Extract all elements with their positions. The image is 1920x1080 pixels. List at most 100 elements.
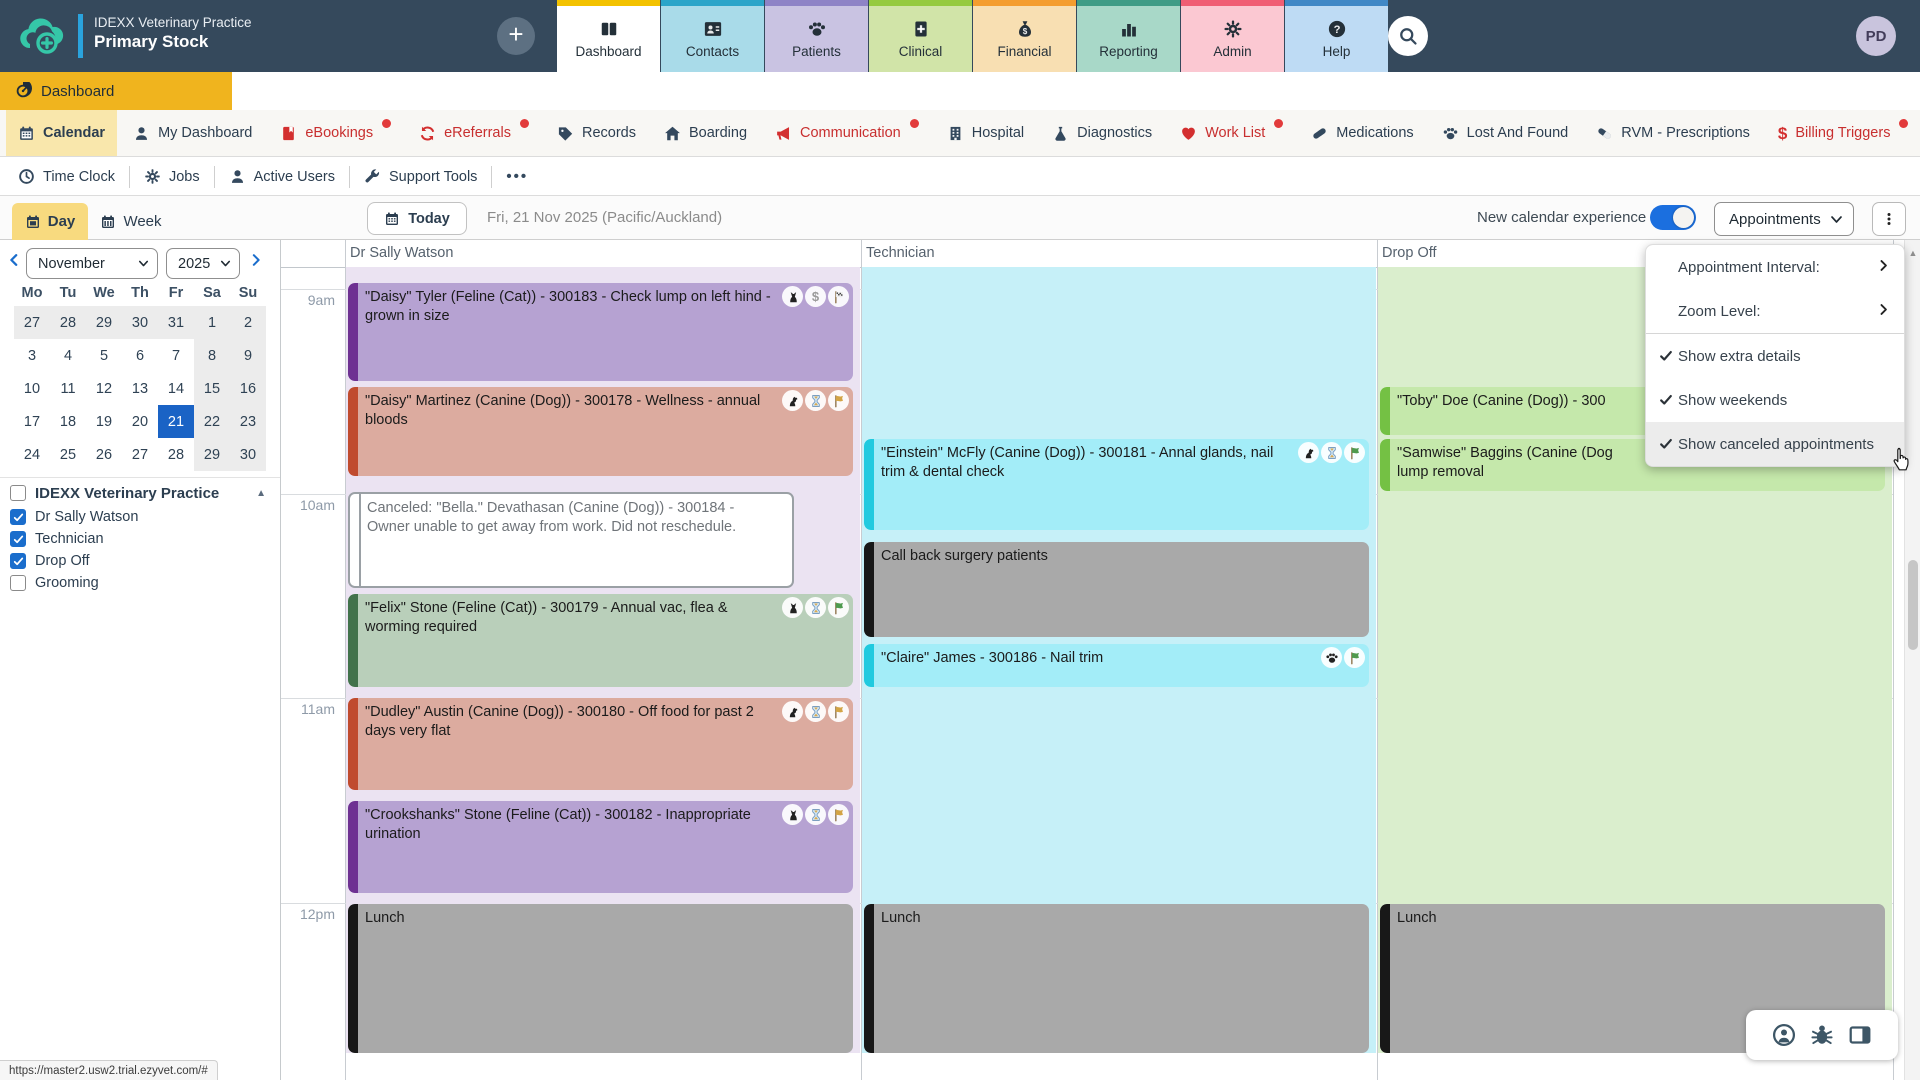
mini-calendar-day[interactable]: 26: [95, 446, 113, 463]
mini-calendar-day[interactable]: 9: [230, 339, 266, 372]
prev-month-icon[interactable]: [7, 253, 21, 267]
month-select[interactable]: November: [26, 248, 158, 279]
checkbox[interactable]: [10, 509, 26, 525]
menu-item-zoom-level[interactable]: Zoom Level:: [1646, 289, 1904, 333]
appointment[interactable]: "Dudley" Austin (Canine (Dog)) - 300180 …: [348, 698, 853, 790]
new-calendar-toggle[interactable]: [1650, 205, 1696, 230]
mini-calendar-day[interactable]: 20: [131, 413, 149, 430]
scrollbar-thumb[interactable]: [1908, 560, 1918, 650]
checkbox[interactable]: [10, 485, 26, 501]
mini-calendar-day[interactable]: 18: [59, 413, 77, 430]
menu-item-show-extra-details[interactable]: Show extra details: [1646, 334, 1904, 378]
mini-calendar-day[interactable]: 16: [230, 372, 266, 405]
checkbox[interactable]: [10, 553, 26, 569]
tab-clinical[interactable]: Clinical: [869, 0, 972, 72]
mini-calendar-day[interactable]: 5: [99, 347, 109, 364]
today-button[interactable]: Today: [367, 202, 467, 235]
calendar-options-kebab-button[interactable]: [1872, 202, 1906, 236]
vertical-scrollbar[interactable]: ▲: [1904, 240, 1920, 1080]
mini-calendar-day[interactable]: 19: [95, 413, 113, 430]
schedule-block[interactable]: Lunch: [348, 904, 853, 1053]
nav-item-records[interactable]: Records: [545, 110, 648, 156]
tab-reporting[interactable]: Reporting: [1077, 0, 1180, 72]
mini-calendar-day[interactable]: 30: [122, 306, 158, 339]
mini-calendar-day[interactable]: 14: [167, 380, 185, 397]
mini-calendar-day[interactable]: 28: [50, 306, 86, 339]
mini-calendar-day[interactable]: 29: [194, 438, 230, 471]
panel-button[interactable]: [1848, 1023, 1872, 1047]
nav-item-ereferrals[interactable]: eReferrals: [407, 110, 541, 156]
tab-week-view[interactable]: Week: [96, 203, 166, 240]
tab-contacts[interactable]: Contacts: [661, 0, 764, 72]
menu-item-appointment-interval[interactable]: Appointment Interval:: [1646, 245, 1904, 289]
nav-item-my-dashboard[interactable]: My Dashboard: [121, 110, 264, 156]
menu-item-show-weekends[interactable]: Show weekends: [1646, 378, 1904, 422]
mini-calendar-day[interactable]: 4: [63, 347, 73, 364]
nav-item-time-clock[interactable]: Time Clock: [6, 158, 127, 195]
nav-item-support-tools[interactable]: Support Tools: [352, 158, 489, 195]
mini-calendar-day[interactable]: 25: [59, 446, 77, 463]
next-month-icon[interactable]: [249, 253, 263, 267]
scrollbar-up-arrow-icon[interactable]: ▲: [1908, 248, 1918, 258]
nav-item-work-list[interactable]: Work List: [1168, 110, 1295, 156]
nav-item-medications[interactable]: Medications: [1299, 110, 1425, 156]
checkbox[interactable]: [10, 531, 26, 547]
appointment[interactable]: "Felix" Stone (Feline (Cat)) - 300179 - …: [348, 594, 853, 687]
menu-item-show-canceled-appointments[interactable]: Show canceled appointments: [1646, 422, 1904, 466]
mini-calendar-day[interactable]: 12: [95, 380, 113, 397]
nav-item-diagnostics[interactable]: Diagnostics: [1040, 110, 1164, 156]
tab-patients[interactable]: Patients: [765, 0, 868, 72]
nav-item-jobs[interactable]: Jobs: [132, 158, 212, 195]
mini-calendar-day[interactable]: 17: [23, 413, 41, 430]
nav-item-ebookings[interactable]: eBookings: [268, 110, 403, 156]
nav-item-communication[interactable]: Communication: [763, 110, 931, 156]
open-tab-dashboard[interactable]: Dashboard: [0, 72, 232, 110]
user-avatar[interactable]: PD: [1856, 16, 1896, 56]
schedule-block[interactable]: Lunch: [864, 904, 1369, 1053]
checkbox[interactable]: [10, 575, 26, 591]
view-mode-select[interactable]: Appointments: [1714, 202, 1854, 236]
resource-row-technician[interactable]: Technician: [10, 528, 274, 550]
resource-row-drop-off[interactable]: Drop Off: [10, 550, 274, 572]
tab-admin[interactable]: Admin: [1181, 0, 1284, 72]
mini-calendar-day[interactable]: 6: [135, 347, 145, 364]
year-select[interactable]: 2025: [166, 248, 240, 279]
nav-item-boarding[interactable]: Boarding: [652, 110, 759, 156]
mini-calendar-day[interactable]: 10: [23, 380, 41, 397]
mini-calendar-day[interactable]: 27: [14, 306, 50, 339]
mini-calendar-day[interactable]: 30: [230, 438, 266, 471]
nav-item-hospital[interactable]: Hospital: [935, 110, 1036, 156]
mini-calendar-day[interactable]: 31: [158, 306, 194, 339]
mini-calendar-day[interactable]: 23: [230, 405, 266, 438]
mini-calendar-day[interactable]: 1: [194, 306, 230, 339]
collapse-icon[interactable]: ▲: [256, 487, 266, 499]
appointment[interactable]: "Claire" James - 300186 - Nail trim: [864, 644, 1369, 687]
support-agent-button[interactable]: [1772, 1023, 1796, 1047]
nav-item-more-dots-icon[interactable]: •••: [494, 158, 540, 195]
bug-button[interactable]: [1810, 1023, 1834, 1047]
schedule-block[interactable]: Call back surgery patients: [864, 542, 1369, 637]
calendar-column-dr-sally-watson[interactable]: "Daisy" Tyler (Feline (Cat)) - 300183 - …: [346, 240, 860, 1080]
mini-calendar-day[interactable]: 27: [131, 446, 149, 463]
mini-calendar-day[interactable]: 22: [194, 405, 230, 438]
appointment[interactable]: "Crookshanks" Stone (Feline (Cat)) - 300…: [348, 801, 853, 893]
mini-calendar-day[interactable]: 11: [60, 380, 76, 397]
mini-calendar-day-selected[interactable]: 21: [158, 405, 194, 438]
resource-row-grooming[interactable]: Grooming: [10, 572, 274, 594]
tab-financial[interactable]: $ Financial: [973, 0, 1076, 72]
mini-calendar-day[interactable]: 28: [167, 446, 185, 463]
mini-calendar-day[interactable]: 2: [230, 306, 266, 339]
resource-group-row[interactable]: IDEXX Veterinary Practice ▲: [10, 482, 274, 504]
tab-help[interactable]: ? Help: [1285, 0, 1388, 72]
mini-calendar-day[interactable]: 29: [86, 306, 122, 339]
mini-calendar-day[interactable]: 15: [194, 372, 230, 405]
resource-row-dr-sally-watson[interactable]: Dr Sally Watson: [10, 506, 274, 528]
nav-item-billing-triggers[interactable]: $ Billing Triggers: [1766, 110, 1920, 156]
mini-calendar-day[interactable]: 3: [27, 347, 37, 364]
add-button[interactable]: +: [497, 17, 535, 55]
appointment[interactable]: "Daisy" Martinez (Canine (Dog)) - 300178…: [348, 387, 853, 476]
tab-day-view[interactable]: Day: [12, 203, 88, 240]
mini-calendar-day[interactable]: 8: [194, 339, 230, 372]
tab-dashboard[interactable]: Dashboard: [557, 0, 660, 72]
mini-calendar-day[interactable]: 13: [131, 380, 149, 397]
